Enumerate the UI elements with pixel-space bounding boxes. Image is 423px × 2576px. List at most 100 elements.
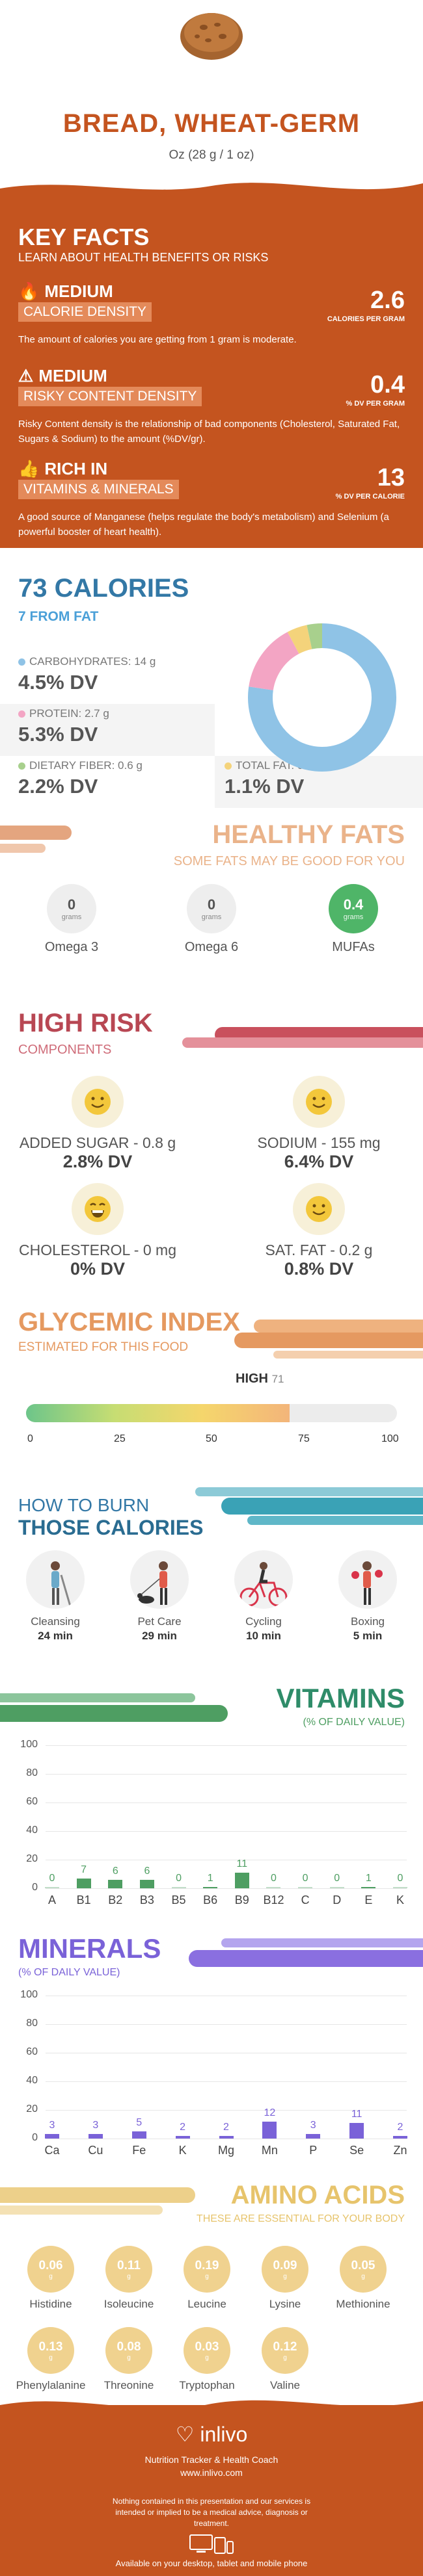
amino-acid-lysine: 0.09 g Lysine bbox=[246, 2246, 324, 2311]
risk-name: SAT. FAT - 0.2 g bbox=[265, 1242, 373, 1258]
fact-label: VITAMINS & MINERALS bbox=[18, 480, 179, 499]
bar bbox=[393, 1887, 407, 1888]
amino-acid-phenylalanine: 0.13 g Phenylalanine bbox=[12, 2327, 90, 2392]
decor-stripe bbox=[0, 2205, 163, 2215]
nutrient-label: CARBOHYDRATES: 14 g bbox=[29, 655, 156, 668]
amino-acid-methionine: 0.05 g Methionine bbox=[324, 2246, 402, 2311]
amino-value: 0.05 bbox=[351, 2258, 375, 2272]
bar bbox=[306, 2134, 321, 2139]
grid-line bbox=[46, 1745, 407, 1746]
grid-line bbox=[46, 1831, 407, 1832]
vitamins-title: VITAMINS bbox=[276, 1683, 405, 1713]
activity-name: Boxing bbox=[351, 1615, 385, 1628]
amino-unit: g bbox=[127, 2272, 131, 2280]
bar bbox=[45, 1887, 59, 1888]
grid-line bbox=[46, 2110, 407, 2111]
risk-cholesterol: CHOLESTEROL - 0 mg 0% DV bbox=[13, 1183, 182, 1279]
fact-vitamins-minerals: 👍 RICH IN VITAMINS & MINERALS 13 % DV PER… bbox=[0, 459, 423, 543]
food-title: BREAD, WHEAT-GERM bbox=[62, 109, 361, 138]
header: BREAD, WHEAT-GERM Oz (28 g / 1 oz) bbox=[0, 0, 423, 176]
minerals-title: MINERALS bbox=[18, 1933, 161, 1964]
heart-icon: ♡ bbox=[175, 2423, 195, 2446]
calories-from-fat: 7 FROM FAT bbox=[18, 609, 99, 624]
decor-stripe bbox=[221, 1938, 423, 1947]
glycemic-level: HIGH 71 bbox=[236, 1372, 284, 1386]
bar-value-label: 1 bbox=[365, 1872, 372, 1884]
healthy-fats-section: HEALTHY FATS SOME FATS MAY BE GOOD FOR Y… bbox=[0, 813, 423, 988]
macro-donut-chart bbox=[248, 623, 396, 772]
fat-circle: 0.4 grams bbox=[329, 884, 378, 933]
bar bbox=[175, 2135, 190, 2139]
nutrient-label: PROTEIN: 2.7 g bbox=[29, 707, 109, 720]
boxing-icon bbox=[338, 1550, 397, 1609]
brand-tagline: Nutrition Tracker & Health Coach bbox=[144, 2454, 279, 2465]
high-risk-title: HIGH RISK bbox=[18, 1009, 153, 1037]
amino-circle: 0.05 g bbox=[340, 2246, 387, 2293]
bar bbox=[171, 1887, 186, 1888]
glycemic-tick: 0 bbox=[27, 1433, 33, 1444]
risk-name: CHOLESTEROL - 0 mg bbox=[19, 1242, 176, 1258]
amino-subtitle: THESE ARE ESSENTIAL FOR YOUR BODY bbox=[196, 2213, 405, 2224]
amino-circle: 0.13 g bbox=[27, 2327, 74, 2374]
nutrient-carbohydrates: CARBOHYDRATES: 14 g 4.5% DV bbox=[18, 655, 156, 701]
amino-unit: g bbox=[205, 2354, 209, 2361]
activity-pet-care: Pet Care 29 min bbox=[120, 1550, 198, 1643]
bar bbox=[298, 1887, 313, 1888]
fact-unit: CALORIES PER GRAM bbox=[327, 315, 405, 323]
availability-note: Available on your desktop, tablet and mo… bbox=[115, 2558, 308, 2568]
x-tick-label: Se bbox=[349, 2144, 364, 2157]
nutrient-band bbox=[0, 704, 215, 756]
x-tick-label: E bbox=[364, 1893, 373, 1906]
amino-name: Phenylalanine bbox=[16, 2379, 86, 2391]
fact-description: Risky Content density is the relationshi… bbox=[18, 419, 400, 445]
bar bbox=[266, 1887, 281, 1888]
amino-name: Isoleucine bbox=[103, 2298, 154, 2310]
y-tick-label: 0 bbox=[32, 2132, 38, 2143]
brand-logo[interactable]: ♡ inlivo bbox=[0, 2422, 423, 2447]
fact-risky-density: ⚠ MEDIUM RISKY CONTENT DENSITY 0.4 % DV P… bbox=[0, 366, 423, 450]
y-tick-label: 40 bbox=[26, 2075, 38, 2086]
burn-calories-section: HOW TO BURN THOSE CALORIES Cleansing 24 … bbox=[0, 1476, 423, 1671]
risk-name: ADDED SUGAR - 0.8 g bbox=[19, 1134, 176, 1151]
bar bbox=[219, 2135, 234, 2139]
bar-value-label: 12 bbox=[264, 2107, 276, 2118]
grid-line bbox=[46, 1802, 407, 1803]
bar bbox=[203, 1886, 218, 1888]
decor-stripe bbox=[0, 1705, 228, 1722]
decor-stripe bbox=[0, 826, 72, 840]
grid-line bbox=[46, 1774, 407, 1775]
bar bbox=[76, 1878, 91, 1888]
fact-level: RICH IN bbox=[44, 459, 108, 478]
x-tick-label: Cu bbox=[88, 2144, 103, 2157]
risk-sodium: SODIUM - 155 mg 6.4% DV bbox=[234, 1076, 403, 1172]
amino-circle: 0.08 g bbox=[105, 2327, 152, 2374]
bar-value-label: 3 bbox=[92, 2120, 99, 2131]
x-tick-label: B1 bbox=[76, 1893, 91, 1906]
amino-acid-threonine: 0.08 g Threonine bbox=[90, 2327, 168, 2392]
bar-value-label: 3 bbox=[49, 2120, 55, 2131]
amino-circle: 0.09 g bbox=[262, 2246, 308, 2293]
brand-url[interactable]: www.inlivo.com bbox=[180, 2467, 243, 2478]
amino-circle: 0.19 g bbox=[184, 2246, 230, 2293]
fat-omega-6: 0 grams Omega 6 bbox=[169, 884, 254, 955]
legend-dot bbox=[18, 658, 25, 666]
nutrient-label: DIETARY FIBER: 0.6 g bbox=[29, 759, 143, 772]
y-tick-label: 20 bbox=[26, 1853, 38, 1864]
bar-value-label: 6 bbox=[112, 1865, 118, 1877]
glycemic-title: GLYCEMIC INDEX bbox=[18, 1308, 240, 1336]
key-facts-subtitle: LEARN ABOUT HEALTH BENEFITS OR RISKS bbox=[18, 251, 269, 264]
serving-size: Oz (28 g / 1 oz) bbox=[169, 148, 254, 162]
bar-value-label: 0 bbox=[271, 1873, 277, 1884]
fact-value: 0.4 bbox=[370, 371, 405, 398]
high-risk-section: HIGH RISK COMPONENTS ADDED SUGAR - 0.8 g… bbox=[0, 995, 423, 1287]
bar-value-label: 6 bbox=[144, 1865, 150, 1877]
vitamins-bar-chart: 100 80 60 40 20 0 0 A 7 B1 6 B2 6 B3 0 B5 1 B6 11 B9 0 B12 0 C 0… bbox=[0, 1739, 423, 1921]
donut-slice bbox=[248, 623, 396, 772]
x-tick-label: P bbox=[309, 2144, 318, 2157]
bar-value-label: 5 bbox=[136, 2117, 143, 2128]
fat-omega-3: 0 grams Omega 3 bbox=[29, 884, 114, 955]
bar bbox=[88, 2134, 103, 2139]
decor-stripe bbox=[182, 1037, 423, 1048]
bar-value-label: 0 bbox=[49, 1873, 55, 1884]
x-tick-label: B6 bbox=[203, 1893, 218, 1906]
